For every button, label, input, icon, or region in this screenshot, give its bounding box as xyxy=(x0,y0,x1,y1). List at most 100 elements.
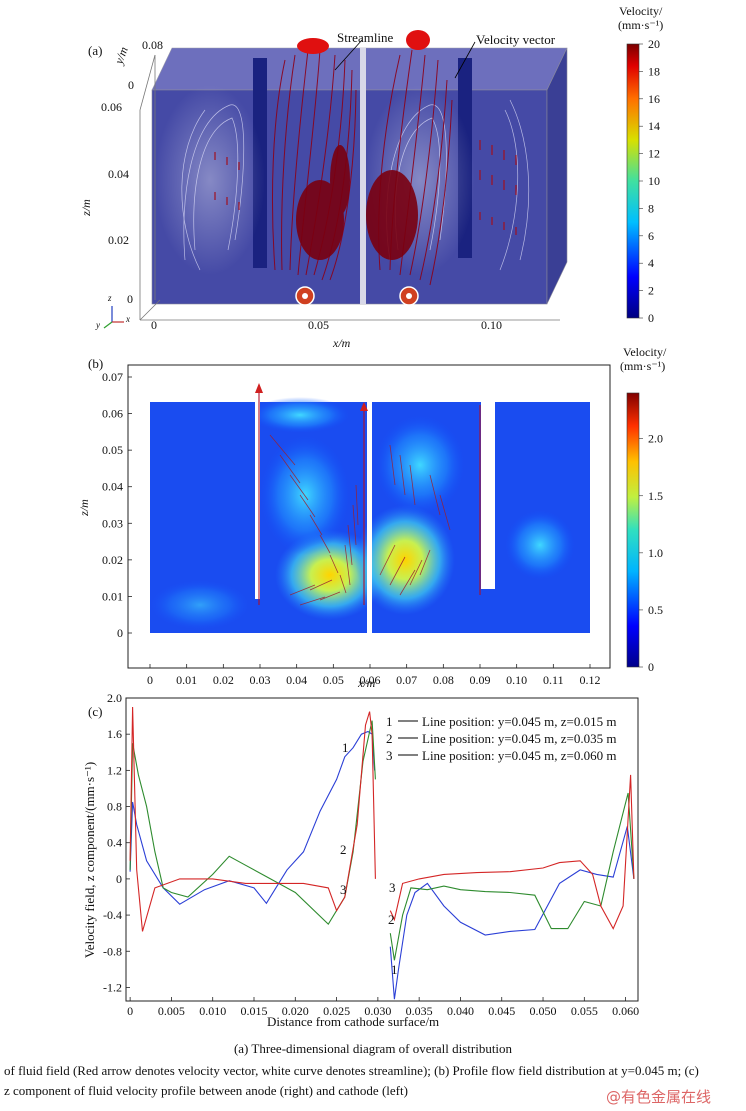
legend-text-3: Line position: y=0.045 m, z=0.060 m xyxy=(422,748,617,763)
x-tick-label-c: 0.025 xyxy=(323,1004,350,1018)
y-tick-label-c: 2.0 xyxy=(107,691,122,705)
colorbar-a-tick-label: 20 xyxy=(648,37,660,51)
y-tick-label-c: -0.8 xyxy=(103,944,122,958)
z-tick-label-b: 0.01 xyxy=(102,589,123,603)
series-1-segment-2 xyxy=(389,826,635,1000)
x-tick-label-b: 0.09 xyxy=(470,673,491,687)
cyan-region-top xyxy=(250,397,350,433)
colorbar-a-tick-label: 10 xyxy=(648,174,660,188)
x-tick-label-c: 0.015 xyxy=(241,1004,268,1018)
x-tick-label-c: 0.030 xyxy=(364,1004,391,1018)
streamline-haze-left xyxy=(155,85,265,275)
colorbar-b-title-2: (mm·s⁻¹) xyxy=(620,359,666,373)
panel-c-series xyxy=(129,706,635,1000)
x-tick-label-c: 0.045 xyxy=(488,1004,515,1018)
legend-num-1: 1 xyxy=(386,714,393,729)
series-3-segment-2 xyxy=(389,774,635,930)
colorbar-b-tick-label: 1.5 xyxy=(648,489,663,503)
colorbar-a-tick-label: 4 xyxy=(648,256,654,270)
x-tick-label-c: 0 xyxy=(127,1004,133,1018)
box-side-face xyxy=(546,47,568,305)
colorbar-a-title-2: (mm·s⁻¹) xyxy=(618,18,664,32)
outflow-blob-left xyxy=(297,38,329,54)
cyan-region-3 xyxy=(505,510,575,580)
x-tick-label-c: 0.055 xyxy=(571,1004,598,1018)
x-tick-label-c: 0.050 xyxy=(530,1004,557,1018)
anode-gap-b xyxy=(367,402,372,633)
vector-grid xyxy=(214,140,517,235)
colorbar-a-tick-label: 14 xyxy=(648,119,660,133)
x-axis-label-b: x/m xyxy=(358,676,376,690)
cyan-region-2 xyxy=(375,415,465,515)
x-tick-label-b: 0.10 xyxy=(506,673,527,687)
x-tick-a-0: 0 xyxy=(151,318,157,332)
x-tick-a-1: 0.05 xyxy=(308,318,329,332)
y-tick-a-0: 0.08 xyxy=(142,38,163,52)
x-tick-label-b: 0.01 xyxy=(176,673,197,687)
z-tick-a-0: 0.06 xyxy=(101,100,122,114)
panel-c-plot: 0 0.005 0.010 0.015 0.020 0.025 0.030 0.035 0.04… xyxy=(103,691,639,1018)
triad-y: y xyxy=(96,320,100,330)
curve-label-3-right: 3 xyxy=(389,880,396,895)
panel-b-plot: 0 0.01 0.02 0.03 0.04 0.05 0.06 0.07 0.08 0.09 0.1… xyxy=(102,364,663,687)
colorbar-b-title-1: Velocity/ xyxy=(623,345,667,359)
colorbar-b-tick-label: 1.0 xyxy=(648,546,663,560)
z-tick-label-b: 0 xyxy=(117,626,123,640)
panel-c-label: (c) xyxy=(88,704,103,719)
triad-x: x xyxy=(126,314,130,324)
x-tick-label-b: 0 xyxy=(147,673,153,687)
z-tick-a-1: 0.04 xyxy=(108,167,129,181)
vector-arrows-b xyxy=(269,434,451,606)
hot-region-right xyxy=(355,505,455,615)
legend-num-2: 2 xyxy=(386,731,393,746)
x-tick-label-b: 0.08 xyxy=(433,673,454,687)
streamline-leader xyxy=(334,39,363,71)
outflow-blob-right xyxy=(406,30,430,50)
z-axis-label-b: z/m xyxy=(76,499,91,516)
curve-label-2-left: 2 xyxy=(340,842,347,857)
curve-label-1-right: 1 xyxy=(391,962,398,977)
x-tick-label-c: 0.060 xyxy=(612,1004,639,1018)
colorbar-a-tick-label: 12 xyxy=(648,147,660,161)
x-tick-a-2: 0.10 xyxy=(481,318,502,332)
caption-line-1: (a) Three-dimensional diagram of overall… xyxy=(233,1041,513,1056)
panel-b-label: (b) xyxy=(88,356,104,371)
vector-heads-b xyxy=(255,383,368,411)
velocity-vectors-b xyxy=(258,385,481,605)
annotation-velocity-vector: Velocity vector xyxy=(476,32,556,47)
z-tick-label-b: 0.04 xyxy=(102,480,123,494)
z-tick-label-b: 0.06 xyxy=(102,407,123,421)
legend-text-2: Line position: y=0.045 m, z=0.035 m xyxy=(422,731,617,746)
watermark: @有色金属在线 xyxy=(606,1088,712,1106)
x-tick-label-c: 0.020 xyxy=(282,1004,309,1018)
plot-frame-c xyxy=(125,697,639,1002)
colorbar-a-tick-label: 16 xyxy=(648,92,660,106)
z-tick-label-b: 0.07 xyxy=(102,370,123,384)
x-tick-label-c: 0.040 xyxy=(447,1004,474,1018)
anode-plate xyxy=(360,48,366,304)
z-tick-label-b: 0.03 xyxy=(102,516,123,530)
x-axis-label-a: x/m xyxy=(333,336,351,350)
inlet-marker-left-core xyxy=(302,293,308,299)
vector-leader xyxy=(454,41,476,79)
caption-line-3: z component of fluid velocity profile be… xyxy=(4,1083,408,1098)
z-tick-label-b: 0.05 xyxy=(102,443,123,457)
x-tick-label-c: 0.005 xyxy=(158,1004,185,1018)
colorbar-a-tick-label: 0 xyxy=(648,311,654,325)
inlet-marker-right-core xyxy=(406,293,412,299)
colorbar-b-tick-label: 0.5 xyxy=(648,603,663,617)
y-tick-label-c: -1.2 xyxy=(103,980,122,994)
colorbar-b-tick-label: 0 xyxy=(648,660,654,674)
y-tick-label-c: 1.2 xyxy=(107,763,122,777)
series-2-segment-2 xyxy=(389,792,635,961)
caption-line-2: of fluid field (Red arrow denotes veloci… xyxy=(4,1063,699,1078)
cathode-gap-right-b xyxy=(481,402,495,589)
series-2-segment-1 xyxy=(129,720,376,925)
colorbar-a-tick-label: 18 xyxy=(648,64,660,78)
z-axis-label-a: z/m xyxy=(78,199,93,216)
cyan-region-4 xyxy=(150,580,250,630)
x-tick-label-b: 0.11 xyxy=(543,673,564,687)
axis-triad xyxy=(103,306,124,329)
